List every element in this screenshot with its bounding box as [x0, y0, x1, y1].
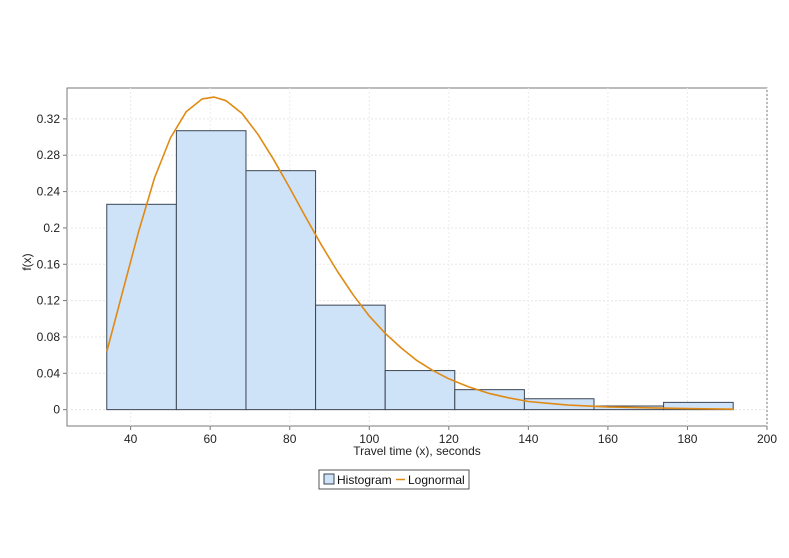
- x-axis-ticks: 40 60 80 100 120 140 160 180 200: [124, 426, 777, 446]
- y-tick-label: 0: [53, 403, 60, 417]
- histogram-bar-5: [384, 370, 456, 411]
- y-tick-label: 0.24: [37, 185, 61, 199]
- histogram-bar-4: [315, 304, 386, 411]
- x-tick-label: 200: [757, 432, 777, 446]
- x-tick-label: 80: [283, 432, 297, 446]
- legend-histogram-swatch: [323, 473, 335, 485]
- lognormal-line: [106, 96, 734, 410]
- histogram-bar-1: [106, 203, 177, 411]
- x-tick-label: 140: [518, 432, 538, 446]
- y-tick-label: 0.28: [37, 148, 61, 162]
- histogram-bars: [106, 130, 734, 411]
- x-tick-label: 120: [439, 432, 459, 446]
- y-axis-label: f(x): [20, 253, 34, 270]
- legend: Histogram Lognormal: [318, 469, 470, 490]
- x-tick-label: 180: [677, 432, 697, 446]
- histogram-bar-2: [175, 130, 247, 411]
- y-tick-label: 0.32: [37, 112, 61, 126]
- histogram-bar-9: [663, 401, 734, 411]
- x-tick-label: 40: [124, 432, 138, 446]
- y-tick-label: 0.04: [37, 366, 61, 380]
- x-tick-label: 160: [598, 432, 618, 446]
- legend-histogram-label: Histogram: [337, 473, 392, 487]
- legend-box: [318, 469, 470, 490]
- x-axis-label: Travel time (x), seconds: [353, 444, 481, 458]
- y-tick-label: 0.12: [37, 294, 61, 308]
- x-tick-label: 100: [359, 432, 379, 446]
- y-tick-label: 0.2: [43, 221, 60, 235]
- y-axis-ticks: 0 0.04 0.08 0.12 0.16 0.2 0.24 0.28 0.32: [37, 112, 67, 417]
- y-tick-label: 0.16: [37, 257, 61, 271]
- y-tick-label: 0.08: [37, 330, 61, 344]
- legend-lognormal-label: Lognormal: [408, 473, 465, 487]
- histogram-bar-3: [245, 170, 317, 411]
- lognormal-curve: [106, 96, 734, 410]
- histogram-bar-6: [454, 389, 525, 411]
- x-tick-label: 60: [204, 432, 218, 446]
